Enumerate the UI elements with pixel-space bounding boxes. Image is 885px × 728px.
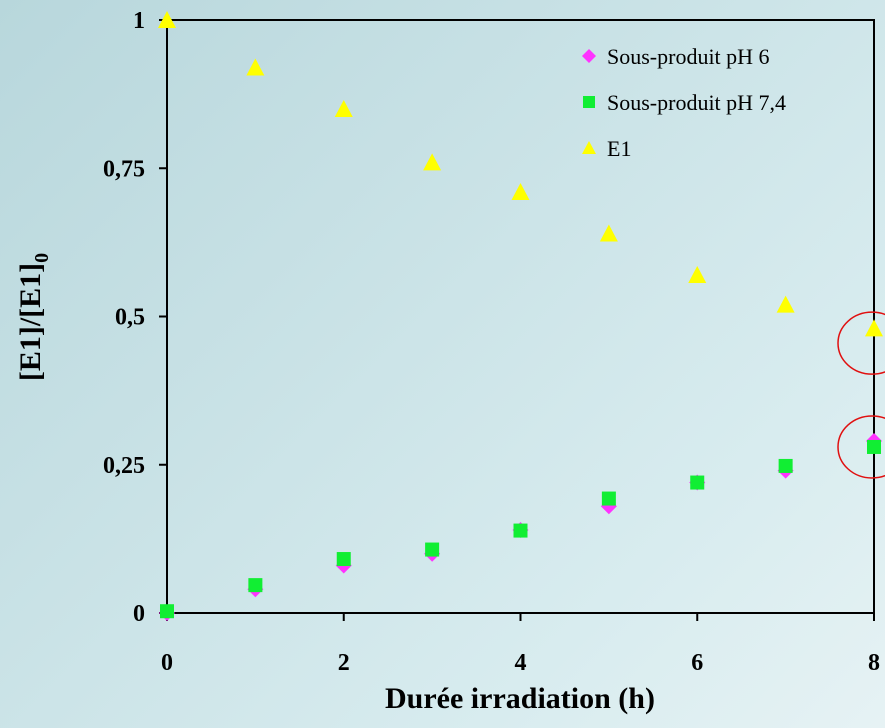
data-point-square-marker xyxy=(336,552,351,567)
legend-triangle-marker xyxy=(582,141,596,154)
x-tick-label: 4 xyxy=(515,650,527,676)
legend: Sous-produit pH 6 Sous-produit pH 7,4 E1 xyxy=(582,44,786,161)
data-point-triangle-marker xyxy=(865,319,883,337)
y-axis-ticks: 0 0,25 0,5 0,75 1 xyxy=(103,8,167,627)
data-point-square-marker xyxy=(601,491,616,506)
legend-label: Sous-produit pH 7,4 xyxy=(607,90,786,115)
y-tick-label: 0 xyxy=(133,601,145,627)
data-point-triangle-marker xyxy=(423,153,442,171)
x-tick-label: 8 xyxy=(868,650,880,676)
y-axis-title: [E1]/[E1]0 xyxy=(14,253,53,381)
series-2 xyxy=(158,11,883,337)
data-point-square-marker xyxy=(248,578,263,593)
data-point-triangle-marker xyxy=(246,58,265,76)
data-point-square-marker xyxy=(690,475,705,490)
data-point-square-marker xyxy=(425,542,440,557)
data-point-triangle-marker xyxy=(599,224,618,242)
data-point-square-marker xyxy=(513,523,528,538)
annotation-layer xyxy=(837,311,885,479)
x-tick-label: 2 xyxy=(338,650,350,676)
data-point-triangle-marker xyxy=(688,265,707,283)
x-axis-ticks: 0 2 4 6 8 xyxy=(161,613,880,676)
data-point-square-marker xyxy=(778,458,793,473)
data-point-triangle-marker xyxy=(334,99,353,117)
legend-label: E1 xyxy=(607,136,631,161)
y-tick-label: 0,75 xyxy=(103,156,145,182)
legend-square-marker xyxy=(583,96,595,108)
highlight-circle xyxy=(837,415,885,479)
data-point-triangle-marker xyxy=(158,11,176,28)
legend-diamond-marker xyxy=(582,49,596,63)
x-tick-label: 6 xyxy=(691,650,703,676)
data-point-triangle-marker xyxy=(511,182,530,200)
legend-label: Sous-produit pH 6 xyxy=(607,44,770,69)
y-tick-label: 1 xyxy=(133,8,145,34)
series-layer xyxy=(158,11,883,621)
y-axis-title-subscript: 0 xyxy=(31,253,53,263)
data-point-square-marker xyxy=(160,604,174,619)
y-tick-label: 0,25 xyxy=(103,453,145,479)
x-tick-label: 0 xyxy=(161,650,173,676)
series-1 xyxy=(160,439,881,619)
data-point-square-marker xyxy=(867,439,881,454)
x-axis-title: Durée irradiation (h) xyxy=(385,682,655,715)
data-point-triangle-marker xyxy=(776,295,795,313)
highlight-circle xyxy=(837,311,885,375)
y-tick-label: 0,5 xyxy=(115,305,145,331)
y-axis-title-main: [E1]/[E1] xyxy=(14,263,47,381)
